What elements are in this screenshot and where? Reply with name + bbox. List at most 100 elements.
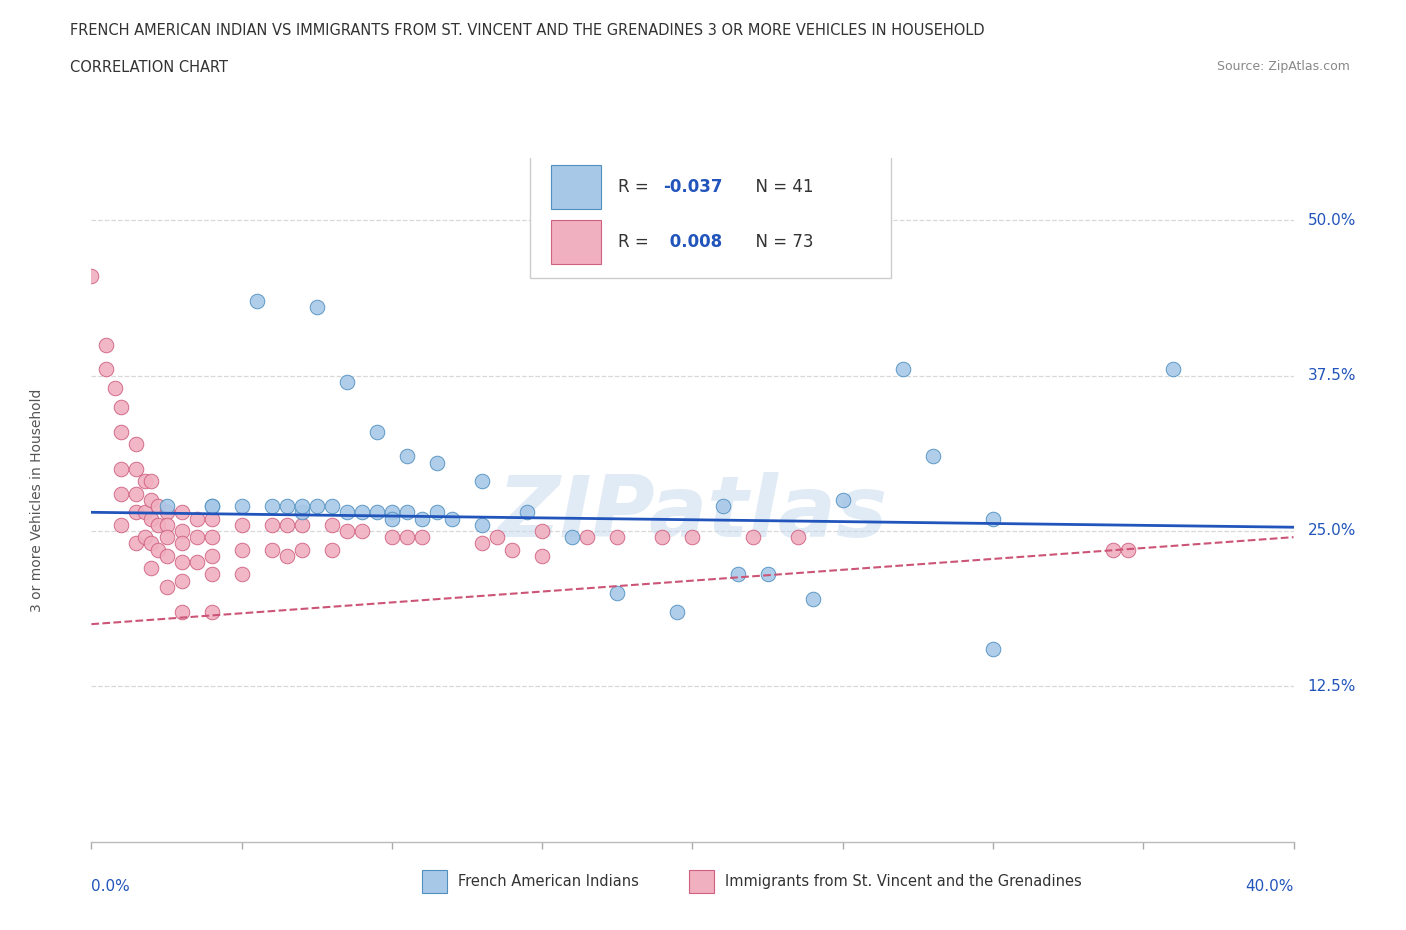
- Point: [336, 505, 359, 520]
- Point: [125, 536, 148, 551]
- Point: [350, 505, 373, 520]
- Text: 0.0%: 0.0%: [91, 879, 131, 895]
- Point: [606, 586, 628, 601]
- Point: [134, 473, 156, 488]
- Text: French American Indians: French American Indians: [458, 874, 640, 889]
- Point: [291, 542, 314, 557]
- Text: 50.0%: 50.0%: [1308, 213, 1355, 228]
- Point: [486, 530, 509, 545]
- Point: [531, 524, 554, 538]
- Point: [104, 380, 127, 395]
- Point: [291, 505, 314, 520]
- Point: [336, 375, 359, 390]
- Point: [381, 530, 404, 545]
- Point: [146, 517, 169, 532]
- Point: [125, 486, 148, 501]
- Text: 0.008: 0.008: [664, 232, 721, 251]
- Point: [471, 517, 494, 532]
- Point: [395, 449, 418, 464]
- Text: 37.5%: 37.5%: [1308, 368, 1355, 383]
- Point: [395, 530, 418, 545]
- Point: [1116, 542, 1139, 557]
- Text: R =: R =: [617, 232, 654, 251]
- Point: [440, 512, 463, 526]
- Point: [576, 530, 599, 545]
- Point: [531, 549, 554, 564]
- Point: [201, 530, 224, 545]
- Point: [201, 512, 224, 526]
- Point: [141, 473, 163, 488]
- Point: [231, 567, 253, 582]
- Point: [170, 573, 193, 588]
- Point: [201, 498, 224, 513]
- Point: [186, 512, 208, 526]
- Point: [1161, 362, 1184, 377]
- Point: [395, 505, 418, 520]
- Text: 12.5%: 12.5%: [1308, 679, 1355, 694]
- Text: ZIPatlas: ZIPatlas: [498, 472, 887, 555]
- Point: [186, 554, 208, 569]
- Point: [305, 299, 328, 314]
- Point: [155, 579, 177, 594]
- Point: [606, 530, 628, 545]
- Point: [260, 498, 283, 513]
- Point: [96, 337, 118, 352]
- Point: [141, 536, 163, 551]
- Point: [381, 512, 404, 526]
- Point: [201, 567, 224, 582]
- Point: [141, 493, 163, 508]
- Point: [922, 449, 945, 464]
- Point: [291, 517, 314, 532]
- Text: CORRELATION CHART: CORRELATION CHART: [70, 60, 228, 75]
- Point: [146, 498, 169, 513]
- Point: [125, 505, 148, 520]
- Point: [321, 542, 343, 557]
- Text: 40.0%: 40.0%: [1246, 879, 1294, 895]
- Point: [110, 517, 132, 532]
- FancyBboxPatch shape: [551, 219, 602, 264]
- Point: [110, 486, 132, 501]
- Point: [681, 530, 703, 545]
- Text: Source: ZipAtlas.com: Source: ZipAtlas.com: [1216, 60, 1350, 73]
- Point: [276, 517, 298, 532]
- Point: [201, 604, 224, 619]
- Text: N = 73: N = 73: [745, 232, 814, 251]
- Point: [711, 498, 734, 513]
- Point: [125, 461, 148, 476]
- Point: [110, 461, 132, 476]
- Text: 3 or more Vehicles in Household: 3 or more Vehicles in Household: [31, 388, 45, 612]
- Point: [110, 399, 132, 414]
- Point: [80, 269, 103, 284]
- Point: [141, 561, 163, 576]
- Point: [291, 498, 314, 513]
- Point: [786, 530, 808, 545]
- Point: [134, 530, 156, 545]
- Point: [305, 498, 328, 513]
- Text: FRENCH AMERICAN INDIAN VS IMMIGRANTS FROM ST. VINCENT AND THE GRENADINES 3 OR MO: FRENCH AMERICAN INDIAN VS IMMIGRANTS FRO…: [70, 23, 986, 38]
- Point: [501, 542, 523, 557]
- FancyBboxPatch shape: [530, 152, 891, 278]
- Point: [155, 530, 177, 545]
- Point: [170, 536, 193, 551]
- Point: [516, 505, 538, 520]
- Point: [170, 505, 193, 520]
- Point: [134, 505, 156, 520]
- Point: [727, 567, 749, 582]
- Point: [110, 424, 132, 439]
- Point: [246, 294, 269, 309]
- Point: [381, 505, 404, 520]
- Point: [981, 512, 1004, 526]
- Point: [170, 554, 193, 569]
- Text: N = 41: N = 41: [745, 179, 814, 196]
- Point: [741, 530, 763, 545]
- Text: 25.0%: 25.0%: [1308, 524, 1355, 538]
- Point: [321, 498, 343, 513]
- Point: [155, 517, 177, 532]
- Text: R =: R =: [617, 179, 654, 196]
- Point: [366, 424, 388, 439]
- Point: [155, 498, 177, 513]
- Point: [276, 498, 298, 513]
- Point: [201, 498, 224, 513]
- Point: [666, 604, 689, 619]
- Point: [146, 542, 169, 557]
